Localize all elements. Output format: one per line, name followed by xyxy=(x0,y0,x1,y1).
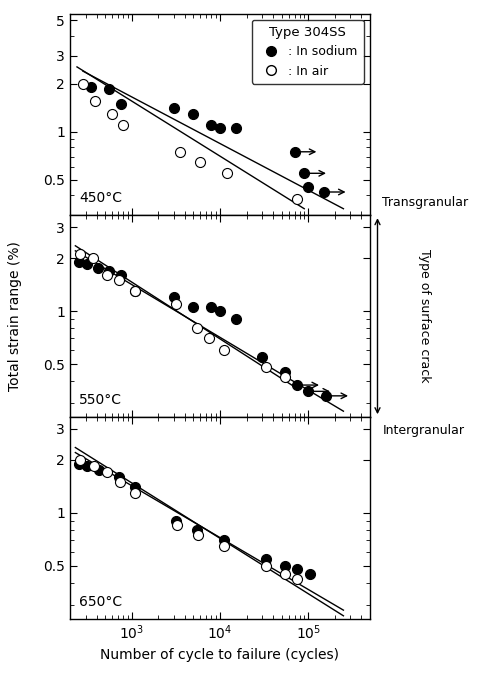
Point xyxy=(306,568,314,579)
Point xyxy=(294,574,302,585)
Point xyxy=(193,323,201,334)
Point xyxy=(282,367,290,377)
Point xyxy=(232,313,239,324)
Point xyxy=(216,123,224,134)
Point xyxy=(223,168,231,179)
Point xyxy=(262,560,270,571)
Point xyxy=(132,481,140,492)
Point xyxy=(172,515,180,526)
Point xyxy=(190,302,198,313)
Point xyxy=(220,534,228,545)
Point xyxy=(294,564,302,575)
Point xyxy=(176,146,184,157)
Point xyxy=(102,270,110,281)
Point xyxy=(76,454,84,465)
Point xyxy=(116,99,124,109)
Point xyxy=(282,568,290,579)
Point xyxy=(90,96,98,107)
Point xyxy=(216,305,224,316)
X-axis label: Number of cycle to failure (cycles): Number of cycle to failure (cycles) xyxy=(100,648,340,662)
Point xyxy=(88,253,96,264)
Point xyxy=(74,458,82,469)
Point xyxy=(294,379,302,390)
Point xyxy=(96,464,104,475)
Point xyxy=(196,156,204,167)
Point xyxy=(116,477,124,488)
Point xyxy=(83,258,91,269)
Point xyxy=(290,146,298,157)
Text: Transgranular: Transgranular xyxy=(382,196,468,209)
Point xyxy=(132,488,140,498)
Point xyxy=(322,390,330,401)
Point xyxy=(105,84,113,95)
Point xyxy=(304,182,312,192)
Text: 650°C: 650°C xyxy=(79,595,122,609)
Point xyxy=(220,345,228,356)
Point xyxy=(76,249,84,260)
Point xyxy=(208,302,216,313)
Point xyxy=(105,265,113,276)
Point xyxy=(94,263,102,274)
Point xyxy=(83,460,91,471)
Point xyxy=(190,108,198,119)
Point xyxy=(193,524,201,535)
Point xyxy=(262,553,270,564)
Point xyxy=(74,256,82,267)
Point xyxy=(220,541,228,551)
Point xyxy=(170,103,178,114)
Point xyxy=(205,333,213,344)
Point xyxy=(232,123,239,134)
Point xyxy=(104,467,112,478)
Point xyxy=(174,520,182,530)
Point xyxy=(294,194,302,205)
Point xyxy=(116,270,124,281)
Point xyxy=(115,275,123,286)
Text: Total strain range (%): Total strain range (%) xyxy=(8,241,22,391)
Point xyxy=(88,82,96,92)
Point xyxy=(132,286,140,296)
Point xyxy=(90,460,98,471)
Point xyxy=(119,120,127,131)
Point xyxy=(208,120,216,131)
Point xyxy=(79,78,87,89)
Point xyxy=(282,560,290,571)
Point xyxy=(262,362,270,373)
Point xyxy=(172,299,180,309)
Point xyxy=(194,530,202,541)
Point xyxy=(108,108,116,119)
Text: 550°C: 550°C xyxy=(79,393,122,407)
Point xyxy=(320,186,328,197)
Point xyxy=(258,352,266,362)
Point xyxy=(170,292,178,303)
Point xyxy=(300,168,308,179)
Point xyxy=(115,471,123,482)
Text: Type of surface crack: Type of surface crack xyxy=(418,250,432,383)
Legend: : In sodium, : In air: : In sodium, : In air xyxy=(252,20,364,84)
Point xyxy=(282,372,290,383)
Point xyxy=(132,286,140,296)
Point xyxy=(304,386,312,397)
Text: 450°C: 450°C xyxy=(79,191,122,205)
Text: Intergranular: Intergranular xyxy=(382,424,464,437)
